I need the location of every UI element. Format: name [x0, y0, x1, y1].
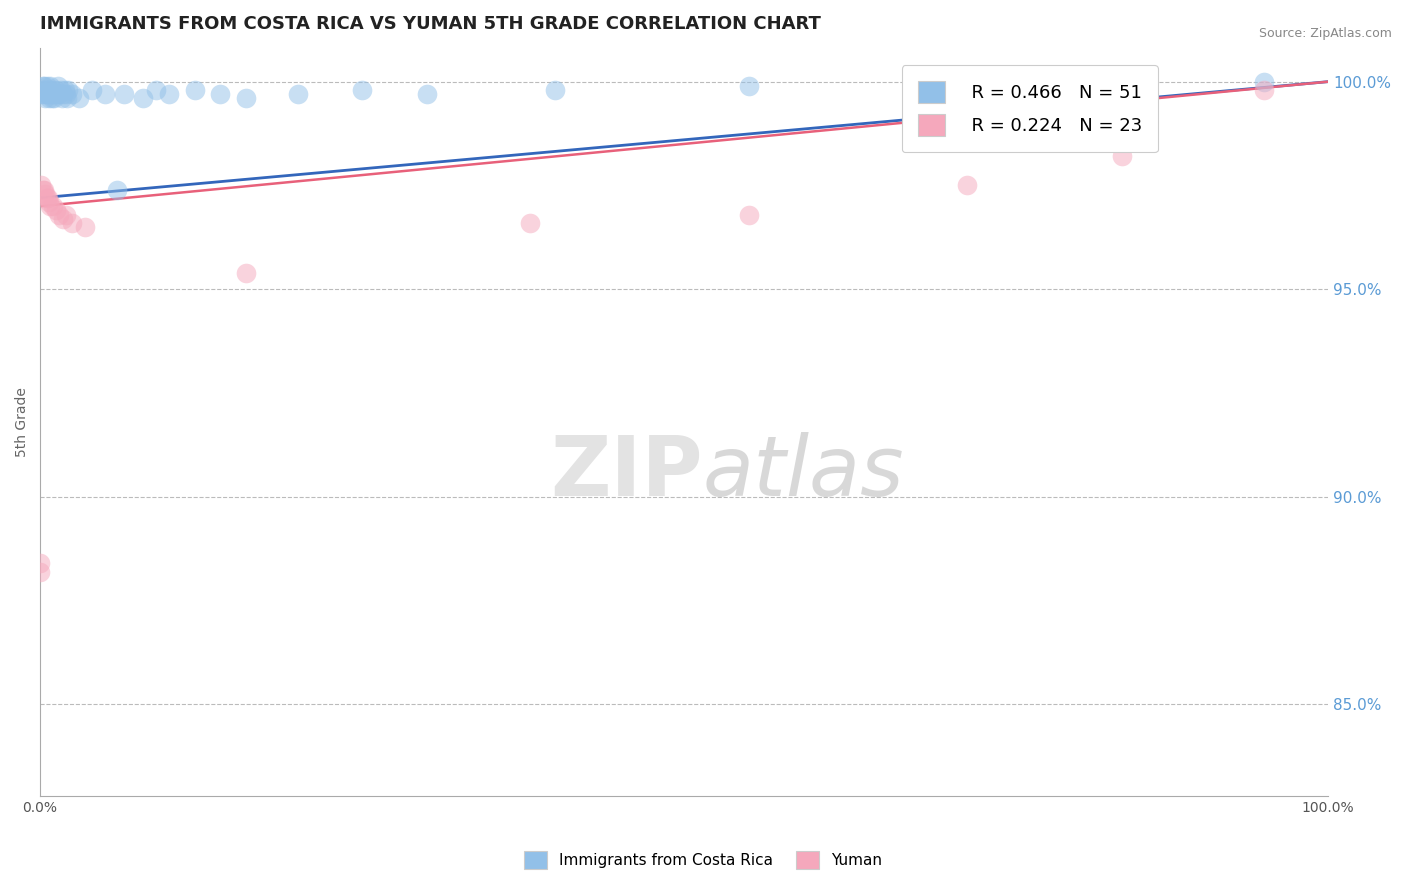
Point [80, 83, 103, 97]
Point [39, 78, 62, 93]
Point [235, 91, 257, 105]
Point [58, 83, 80, 97]
Point [132, 91, 155, 105]
Point [75, 219, 97, 234]
Point [45, 83, 67, 97]
Point [60, 87, 83, 102]
Point [105, 183, 128, 197]
Text: IMMIGRANTS FROM COSTA RICA VS YUMAN 5TH GRADE CORRELATION CHART: IMMIGRANTS FROM COSTA RICA VS YUMAN 5TH … [41, 15, 821, 33]
Point [34, 186, 56, 201]
Point [31, 78, 53, 93]
Point [737, 207, 759, 221]
Point [1253, 75, 1275, 89]
Point [35, 191, 58, 205]
Point [38, 83, 60, 97]
Point [48, 207, 70, 221]
Point [235, 266, 257, 280]
Point [34, 91, 56, 105]
Point [415, 87, 437, 102]
Point [737, 78, 759, 93]
Point [42, 83, 65, 97]
Point [30, 178, 52, 193]
Point [145, 83, 167, 97]
Point [46, 78, 69, 93]
Point [39, 87, 62, 102]
Point [1253, 83, 1275, 97]
Point [287, 87, 309, 102]
Point [31, 83, 53, 97]
Point [37, 191, 59, 205]
Point [55, 207, 77, 221]
Text: ZIP: ZIP [551, 433, 703, 513]
Point [157, 87, 180, 102]
Point [53, 83, 76, 97]
Point [32, 183, 55, 197]
Point [38, 195, 60, 210]
Point [112, 87, 135, 102]
Point [44, 91, 66, 105]
Point [42, 87, 65, 102]
Point [544, 83, 567, 97]
Point [32, 78, 55, 93]
Point [30, 565, 52, 579]
Point [45, 87, 67, 102]
Point [352, 83, 374, 97]
Legend: Immigrants from Costa Rica, Yuman: Immigrants from Costa Rica, Yuman [517, 845, 889, 875]
Point [51, 91, 73, 105]
Point [30, 556, 52, 570]
Y-axis label: 5th Grade: 5th Grade [15, 387, 30, 457]
Text: atlas: atlas [703, 433, 904, 513]
Point [41, 87, 63, 102]
Legend:   R = 0.466   N = 51,   R = 0.224   N = 23: R = 0.466 N = 51, R = 0.224 N = 23 [901, 65, 1159, 153]
Point [42, 199, 65, 213]
Point [30, 87, 52, 102]
Point [37, 83, 59, 97]
Point [49, 83, 72, 97]
Point [38, 91, 60, 105]
Point [39, 199, 62, 213]
Point [93, 87, 115, 102]
Point [519, 216, 541, 230]
Point [60, 216, 83, 230]
Point [52, 87, 75, 102]
Point [55, 87, 77, 102]
Point [1085, 78, 1108, 93]
Point [209, 87, 232, 102]
Point [931, 83, 953, 97]
Point [45, 203, 67, 218]
Point [35, 87, 58, 102]
Point [31, 183, 53, 197]
Point [48, 87, 70, 102]
Point [56, 91, 79, 105]
Point [52, 211, 75, 226]
Text: Source: ZipAtlas.com: Source: ZipAtlas.com [1258, 27, 1392, 40]
Point [35, 78, 58, 93]
Point [1111, 149, 1133, 163]
Point [34, 83, 56, 97]
Point [183, 83, 205, 97]
Point [37, 87, 59, 102]
Point [32, 87, 55, 102]
Point [956, 178, 979, 193]
Point [41, 91, 63, 105]
Point [67, 91, 90, 105]
